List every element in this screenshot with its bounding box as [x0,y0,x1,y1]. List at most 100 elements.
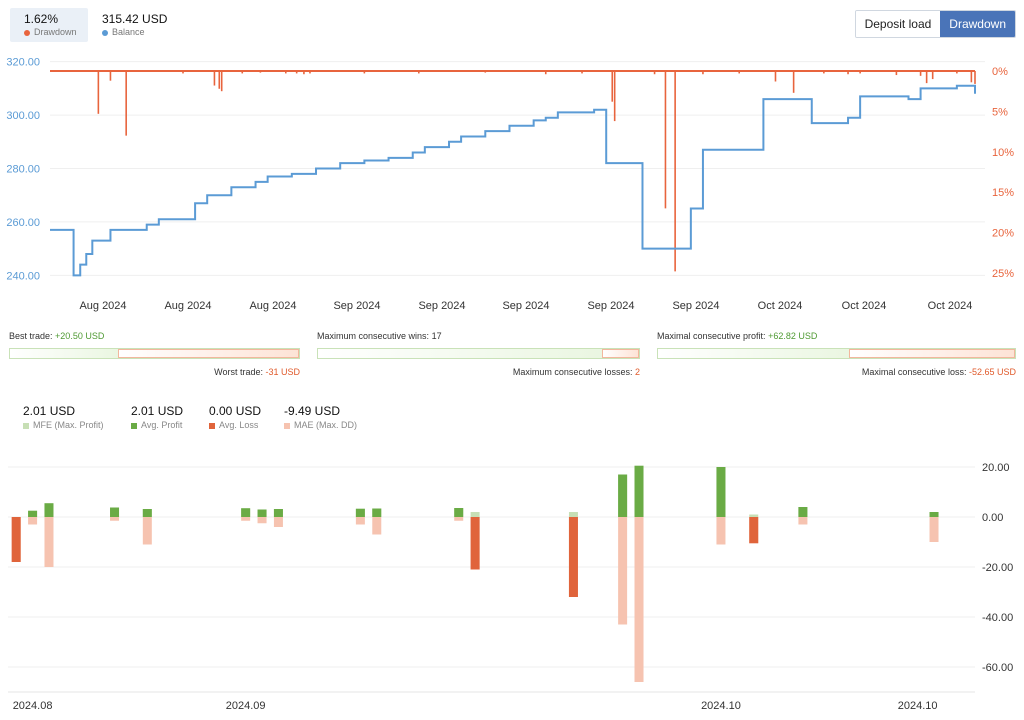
x-tick-label: 2024.08 [13,700,53,712]
profit-bar [355,508,365,517]
trade-results-chart: 20.00 0.00 -20.00 -40.00 -60.00 2024.08 2024.0… [8,462,1013,712]
avg-profit-legend-swatch [131,422,137,429]
profit-bar [716,467,726,517]
x-tick-label: 2024.10 [898,700,938,712]
y-tick-label: 0.00 [982,512,1003,524]
deposit-load-button[interactable]: Deposit load [855,11,941,37]
max-consec-profit-value: +62.82 USD [768,331,818,341]
balance-drawdown-chart: 320.00 300.00 280.00 260.00 240.00 0% 5% 10% 15%… [6,57,1014,312]
mae-bar [273,517,283,527]
y-tick-label: -20.00 [982,562,1013,574]
loss-bar [568,517,578,597]
mfe-value: 2.01 USD [23,404,76,418]
profit-bar [618,474,628,517]
max-consec-losses-value: 2 [634,367,640,377]
mae-label: MAE (Max. DD) [294,420,357,430]
max-consec-loss-line: Maximal consecutive loss: -52.65 USD [657,367,1016,377]
loss-bar [749,517,759,544]
mae-bar [798,517,808,525]
best-trade-bar-fill [10,349,121,358]
worst-trade-value: -31 USD [265,367,300,377]
y-right-tick-label: 5% [992,106,1008,118]
mae-bar [110,517,120,521]
consec-loss-bar-fill [848,349,1015,358]
x-tick-label: Sep 2024 [418,300,465,312]
mfe-bar [749,514,759,517]
drawdown-kpi[interactable]: 1.62% Drawdown [10,8,88,42]
y-right-tick-label: 0% [992,66,1008,78]
mae-bar [257,517,267,524]
y-left-tick-label: 300.00 [6,110,40,122]
max-consec-wins-line: Maximum consecutive wins: 17 [317,331,442,341]
y-tick-label: -40.00 [982,612,1013,624]
max-consec-profit-line: Maximal consecutive profit: +62.82 USD [657,331,817,341]
mae-bar [28,517,38,525]
drawdown-legend-dot [24,29,30,36]
y-left-tick-label: 280.00 [6,164,40,176]
profit-bar [634,465,644,517]
consec-losses-bar-fill [601,349,639,358]
x-tick-label: 2024.10 [701,700,741,712]
x-tick-label: Sep 2024 [672,300,719,312]
avg-loss-label: Avg. Loss [219,420,259,430]
mae-value: -9.49 USD [284,404,341,418]
y-right-tick-label: 25% [992,268,1014,280]
consec-profit-loss-bar [657,348,1016,359]
y-left-tick-label: 240.00 [6,270,40,282]
profit-bar [142,509,152,517]
drawdown-button[interactable]: Drawdown [940,11,1015,37]
x-tick-label: Aug 2024 [164,300,211,312]
mae-bar [716,517,726,545]
mae-bar [241,517,251,521]
max-consec-losses-line: Maximum consecutive losses: 2 [317,367,640,377]
y-tick-label: 20.00 [982,462,1010,474]
avg-loss-summary: 0.00 USD Avg. Loss [209,404,261,430]
x-tick-label: Aug 2024 [79,300,126,312]
mae-bar [372,517,382,535]
max-consec-loss-value: -52.65 USD [968,367,1016,377]
x-tick-label: Sep 2024 [333,300,380,312]
profit-bar [44,503,54,517]
mfe-legend-swatch [23,422,29,429]
avg-profit-summary: 2.01 USD Avg. Profit [131,404,183,430]
x-tick-label: Sep 2024 [502,300,549,312]
max-consec-losses-label: Maximum consecutive losses: [512,367,633,377]
y-right-tick-label: 20% [992,228,1014,240]
y-tick-label: -60.00 [982,662,1013,674]
mfe-summary: 2.01 USD MFE (Max. Profit) [23,404,104,430]
mae-bar [454,517,464,521]
mae-bar [44,517,54,567]
mfe-label: MFE (Max. Profit) [33,420,104,430]
avg-profit-label: Avg. Profit [141,420,183,430]
profit-bar [257,509,267,517]
best-trade-line: Best trade: +20.50 USD [9,331,104,341]
avg-loss-legend-swatch [209,422,215,429]
drawdown-label: Drawdown [34,27,77,37]
x-tick-label: 2024.09 [226,700,266,712]
profit-bar [798,507,808,517]
avg-profit-value: 2.01 USD [131,404,184,418]
worst-trade-bar-fill [117,349,299,358]
mae-bar [929,517,939,542]
consec-wins-losses-bar [317,348,640,359]
profit-bar [929,512,939,517]
mae-bar [634,517,644,682]
profit-bar [454,508,464,517]
avg-loss-value: 0.00 USD [209,404,262,418]
mae-bar [355,517,365,525]
drawdown-value: 1.62% [24,12,59,26]
balance-kpi[interactable]: 315.42 USD Balance [88,8,188,42]
profit-bar [372,508,382,517]
best-trade-label: Best trade: [9,331,53,341]
x-tick-label: Aug 2024 [249,300,296,312]
loss-bar [470,517,480,570]
max-consec-profit-label: Maximal consecutive profit: [657,331,766,341]
x-tick-label: Oct 2024 [928,300,973,312]
chart-mode-toggle: Deposit load Drawdown [854,10,1016,38]
loss-bar [11,517,21,562]
balance-legend-dot [102,29,108,36]
mae-bar [618,517,628,625]
max-consec-loss-label: Maximal consecutive loss: [861,367,967,377]
y-right-tick-label: 10% [992,147,1014,159]
y-right-tick-label: 15% [992,187,1014,199]
